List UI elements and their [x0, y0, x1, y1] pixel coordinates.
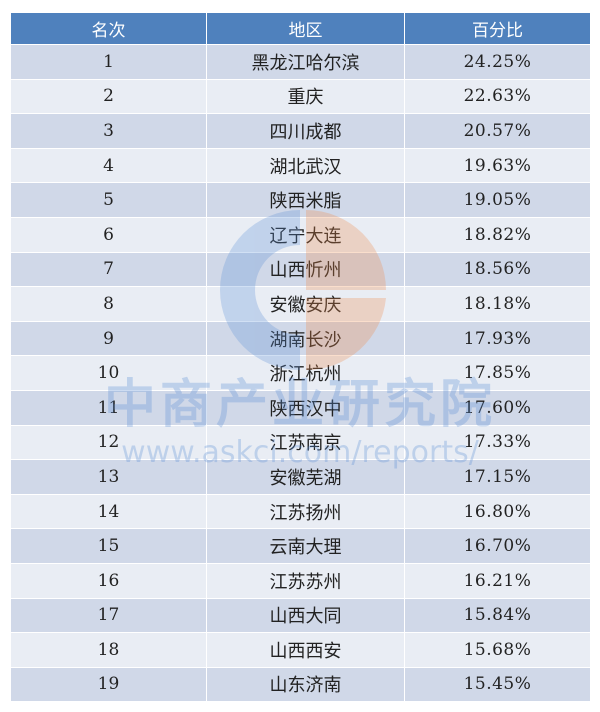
- region-cell: 辽宁大连: [206, 216, 405, 253]
- table-row: 13 安徽芜湖 17.15%: [10, 459, 591, 495]
- ranking-table-container: 名次 地区 百分比 1 黑龙江哈尔滨 24.25% 2 重庆 22.63% 3 四川成都 20.…: [10, 12, 591, 703]
- region-cell: 重庆: [206, 78, 405, 115]
- percent-cell: 17.60%: [404, 389, 591, 426]
- region-cell: 山西西安: [206, 632, 405, 668]
- table-row: 16 江苏苏州 16.21%: [10, 562, 591, 599]
- rank-cell: 12: [10, 424, 207, 461]
- percent-cell: 17.85%: [404, 355, 591, 391]
- rank-cell: 8: [10, 286, 207, 322]
- percent-cell: 17.33%: [404, 424, 591, 461]
- table-row: 1 黑龙江哈尔滨 24.25%: [10, 44, 591, 80]
- percent-cell: 19.05%: [404, 182, 591, 218]
- table-row: 5 陕西米脂 19.05%: [10, 182, 591, 218]
- region-cell: 云南大理: [206, 528, 405, 564]
- region-cell: 江苏南京: [206, 424, 405, 461]
- table-row: 6 辽宁大连 18.82%: [10, 216, 591, 253]
- percent-cell: 15.45%: [404, 666, 591, 703]
- table-row: 10 浙江杭州 17.85%: [10, 355, 591, 391]
- percent-cell: 16.80%: [404, 493, 591, 530]
- table-row: 18 山西西安 15.68%: [10, 632, 591, 668]
- region-cell: 陕西米脂: [206, 182, 405, 218]
- percent-cell: 17.93%: [404, 320, 591, 357]
- table-row: 7 山西忻州 18.56%: [10, 251, 591, 288]
- rank-cell: 1: [10, 44, 207, 80]
- region-cell: 安徽安庆: [206, 286, 405, 322]
- table-row: 8 安徽安庆 18.18%: [10, 286, 591, 322]
- table-row: 2 重庆 22.63%: [10, 78, 591, 115]
- region-cell: 浙江杭州: [206, 355, 405, 391]
- table-row: 19 山东济南 15.45%: [10, 666, 591, 703]
- table-row: 4 湖北武汉 19.63%: [10, 147, 591, 184]
- region-cell: 湖北武汉: [206, 147, 405, 184]
- column-header-region: 地区: [206, 12, 405, 45]
- percent-cell: 16.21%: [404, 562, 591, 599]
- table-row: 3 四川成都 20.57%: [10, 113, 591, 149]
- rank-cell: 3: [10, 113, 207, 149]
- table-row: 14 江苏扬州 16.80%: [10, 493, 591, 530]
- region-cell: 安徽芜湖: [206, 459, 405, 495]
- rank-cell: 7: [10, 251, 207, 288]
- rank-cell: 15: [10, 528, 207, 564]
- rank-cell: 13: [10, 459, 207, 495]
- rank-cell: 2: [10, 78, 207, 115]
- table-row: 11 陕西汉中 17.60%: [10, 389, 591, 426]
- region-cell: 江苏苏州: [206, 562, 405, 599]
- rank-cell: 10: [10, 355, 207, 391]
- percent-cell: 18.82%: [404, 216, 591, 253]
- region-cell: 湖南长沙: [206, 320, 405, 357]
- rank-cell: 5: [10, 182, 207, 218]
- region-cell: 黑龙江哈尔滨: [206, 44, 405, 80]
- rank-cell: 17: [10, 597, 207, 634]
- percent-cell: 24.25%: [404, 44, 591, 80]
- rank-cell: 6: [10, 216, 207, 253]
- percent-cell: 18.56%: [404, 251, 591, 288]
- percent-cell: 15.68%: [404, 632, 591, 668]
- percent-cell: 18.18%: [404, 286, 591, 322]
- region-cell: 四川成都: [206, 113, 405, 149]
- rank-cell: 4: [10, 147, 207, 184]
- table-row: 17 山西大同 15.84%: [10, 597, 591, 634]
- ranking-table: 名次 地区 百分比 1 黑龙江哈尔滨 24.25% 2 重庆 22.63% 3 四川成都 20.…: [10, 12, 591, 703]
- rank-cell: 19: [10, 666, 207, 703]
- region-cell: 山西忻州: [206, 251, 405, 288]
- table-row: 9 湖南长沙 17.93%: [10, 320, 591, 357]
- table-body: 1 黑龙江哈尔滨 24.25% 2 重庆 22.63% 3 四川成都 20.57% 4 湖北武汉 19…: [10, 44, 591, 703]
- column-header-rank: 名次: [10, 12, 207, 45]
- region-cell: 山西大同: [206, 597, 405, 634]
- table-row: 12 江苏南京 17.33%: [10, 424, 591, 461]
- table-header-row: 名次 地区 百分比: [10, 12, 591, 45]
- percent-cell: 20.57%: [404, 113, 591, 149]
- percent-cell: 19.63%: [404, 147, 591, 184]
- percent-cell: 16.70%: [404, 528, 591, 564]
- rank-cell: 18: [10, 632, 207, 668]
- rank-cell: 14: [10, 493, 207, 530]
- column-header-percent: 百分比: [404, 12, 591, 45]
- rank-cell: 16: [10, 562, 207, 599]
- rank-cell: 9: [10, 320, 207, 357]
- percent-cell: 22.63%: [404, 78, 591, 115]
- region-cell: 山东济南: [206, 666, 405, 703]
- percent-cell: 15.84%: [404, 597, 591, 634]
- percent-cell: 17.15%: [404, 459, 591, 495]
- rank-cell: 11: [10, 389, 207, 426]
- region-cell: 陕西汉中: [206, 389, 405, 426]
- region-cell: 江苏扬州: [206, 493, 405, 530]
- table-row: 15 云南大理 16.70%: [10, 528, 591, 564]
